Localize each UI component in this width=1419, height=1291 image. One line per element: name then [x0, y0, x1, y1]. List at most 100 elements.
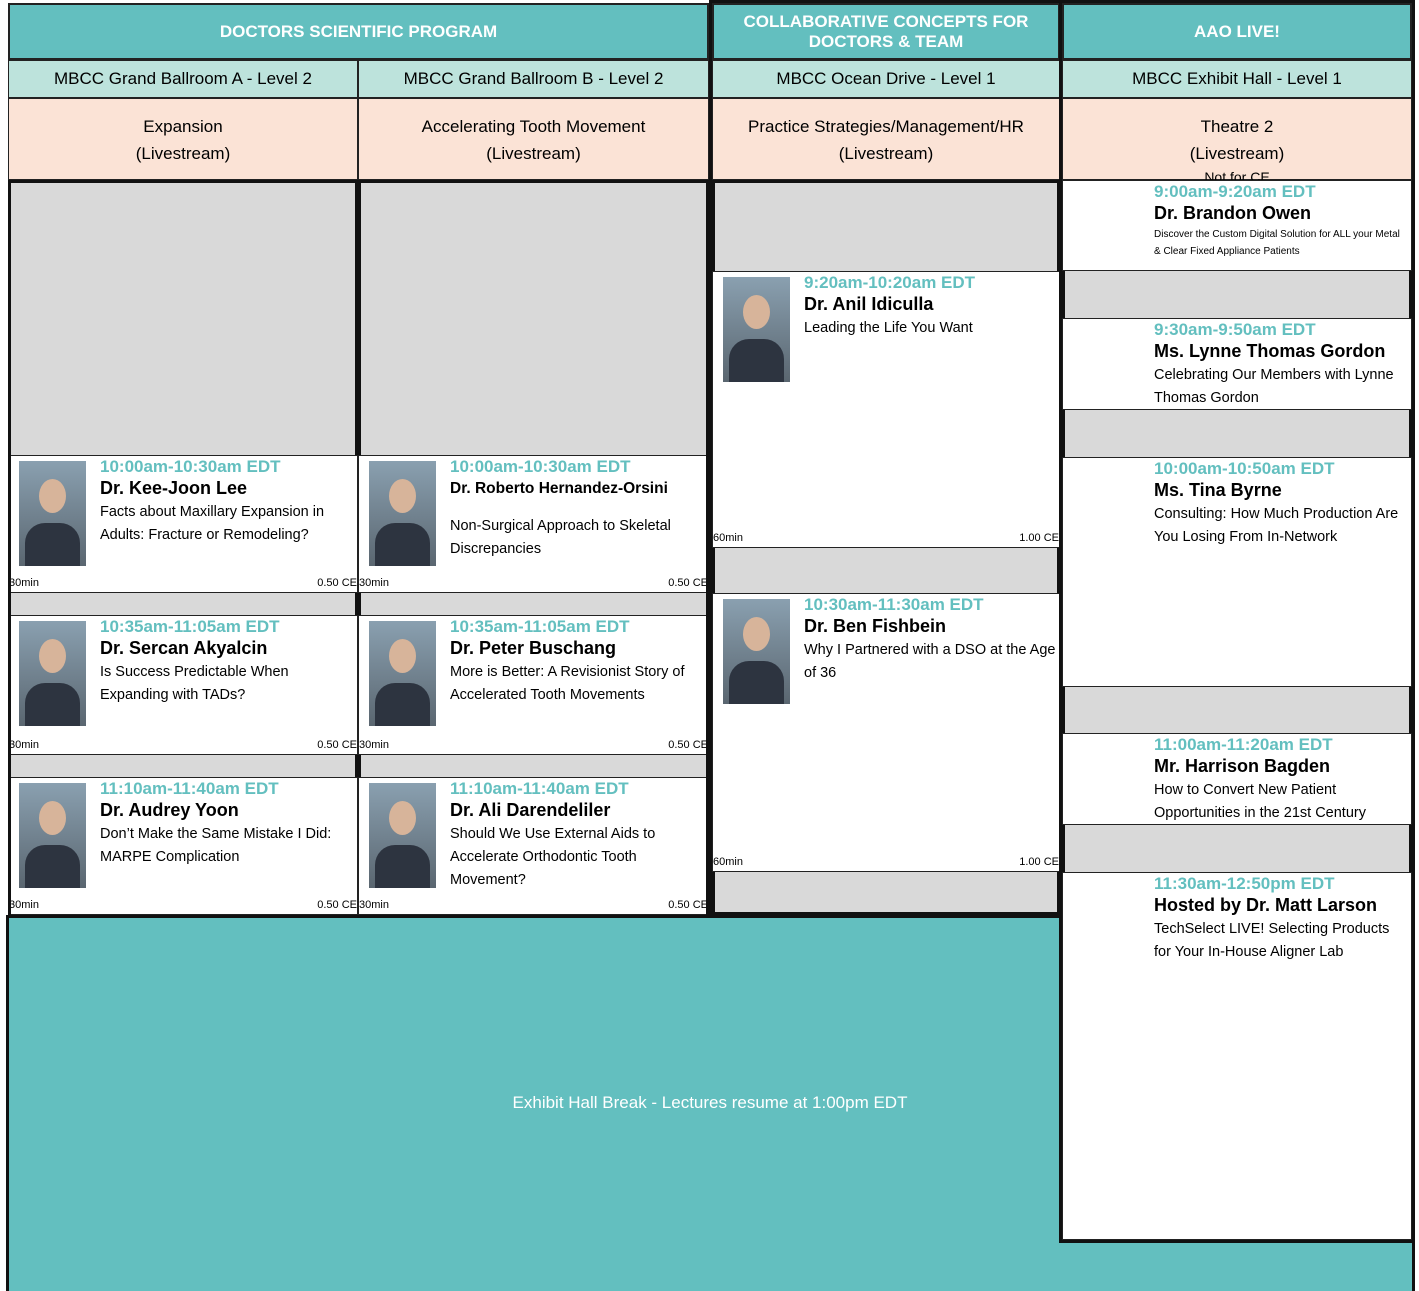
duration: 60min: [713, 856, 743, 868]
duration: 30min: [359, 739, 389, 751]
session-title: How to Convert New Patient Opportunities…: [1154, 782, 1366, 821]
duration: 30min: [9, 899, 39, 911]
session-card: 11:30am-12:50pm EDT Hosted by Dr. Matt La…: [1062, 872, 1412, 1240]
duration: 30min: [9, 739, 39, 751]
track-name: Expansion: [143, 117, 223, 136]
session-card: 60min 1.00 CE 10:30am-11:30am EDT Dr. Ben F…: [712, 593, 1060, 872]
frame-left: [6, 915, 9, 1291]
ce-credit: 0.50 CE: [668, 739, 708, 751]
session-time: 10:00am-10:50am EDT: [1154, 459, 1335, 478]
session-text: 10:35am-11:05am EDT Dr. Sercan Akyalcin Is…: [100, 618, 354, 707]
track-name: Theatre 2: [1200, 117, 1274, 136]
session-card: 30min 0.50 CE 10:00am-10:30am EDT Dr. Kee-J…: [8, 455, 358, 593]
ce-credit: 0.50 CE: [317, 739, 357, 751]
session-text: 9:30am-9:50am EDT Ms. Lynne Thomas Gordon…: [1154, 321, 1408, 410]
session-title: Consulting: How Much Production Are You …: [1154, 506, 1399, 545]
section-header: COLLABORATIVE CONCEPTS FOR DOCTORS & TEA…: [712, 3, 1060, 60]
track-name: Practice Strategies/Management/HR: [748, 117, 1024, 136]
speaker-name: Dr. Audrey Yoon: [100, 800, 239, 820]
session-title: Celebrating Our Members with Lynne Thoma…: [1154, 367, 1394, 406]
photo-head: [39, 801, 66, 835]
session-card: 9:00am-9:20am EDT Dr. Brandon Owen Discove…: [1062, 180, 1412, 271]
speaker-photo: [19, 621, 86, 726]
session-title: Why I Partnered with a DSO at the Age of…: [804, 642, 1056, 681]
track-cell: Theatre 2 (Livestream) Not for CE: [1062, 98, 1412, 185]
session-title: Don’t Make the Same Mistake I Did: MARPE…: [100, 826, 332, 865]
room-label: MBCC Ocean Drive - Level 1: [712, 60, 1060, 98]
session-time: 10:30am-11:30am EDT: [804, 595, 984, 614]
speaker-photo: [723, 599, 790, 704]
speaker-name: Ms. Tina Byrne: [1154, 480, 1282, 500]
speaker-name: Dr. Ali Darendeliler: [450, 800, 611, 820]
session-time: 10:35am-11:05am EDT: [100, 617, 280, 636]
duration: 30min: [9, 577, 39, 589]
speaker-photo: [723, 277, 790, 382]
session-text: 11:10am-11:40am EDT Dr. Ali Darendeliler S…: [450, 780, 705, 892]
track-name: Accelerating Tooth Movement: [421, 117, 646, 136]
photo-body: [729, 339, 784, 382]
session-title: More is Better: A Revisionist Story of A…: [450, 664, 685, 703]
session-card: 10:00am-10:50am EDT Ms. Tina Byrne Consult…: [1062, 457, 1412, 687]
speaker-photo: [19, 461, 86, 566]
ce-credit: 1.00 CE: [1019, 856, 1059, 868]
photo-head: [389, 479, 416, 513]
photo-head: [389, 639, 416, 673]
speaker-photo: [369, 461, 436, 566]
photo-head: [389, 801, 416, 835]
session-text: 10:35am-11:05am EDT Dr. Peter Buschang Mor…: [450, 618, 705, 707]
photo-body: [375, 683, 430, 726]
session-time: 11:30am-12:50pm EDT: [1154, 874, 1335, 893]
track-note: (Livestream): [1189, 144, 1285, 163]
session-time: 9:20am-10:20am EDT: [804, 273, 976, 292]
photo-body: [375, 523, 430, 566]
speaker-photo: [369, 621, 436, 726]
session-time: 10:00am-10:30am EDT: [450, 457, 631, 476]
photo-head: [743, 617, 770, 651]
ce-credit: 0.50 CE: [668, 899, 708, 911]
track-cell: Expansion (Livestream): [8, 98, 358, 180]
photo-body: [25, 523, 80, 566]
duration: 30min: [359, 577, 389, 589]
track-note: (Livestream): [486, 144, 581, 163]
speaker-name: Dr. Anil Idiculla: [804, 294, 934, 314]
session-title: TechSelect LIVE! Selecting Products for …: [1154, 921, 1390, 960]
speaker-name: Dr. Brandon Owen: [1154, 203, 1312, 223]
session-card: 30min 0.50 CE 10:35am-11:05am EDT Dr. Serca…: [8, 615, 358, 755]
session-card: 9:30am-9:50am EDT Ms. Lynne Thomas Gordon…: [1062, 318, 1412, 410]
session-title: Should We Use External Aids to Accelerat…: [450, 826, 656, 888]
room-label: MBCC Grand Ballroom A - Level 2: [8, 60, 358, 98]
duration: 60min: [713, 532, 743, 544]
ce-credit: 0.50 CE: [668, 577, 708, 589]
session-time: 11:10am-11:40am EDT: [100, 779, 279, 798]
ce-credit: 0.50 CE: [317, 899, 357, 911]
session-card: 11:00am-11:20am EDT Mr. Harrison Bagden Ho…: [1062, 733, 1412, 825]
session-time: 9:30am-9:50am EDT: [1154, 320, 1316, 339]
session-text: 10:00am-10:30am EDT Dr. Roberto Hernandez…: [450, 458, 705, 561]
speaker-photo: [19, 783, 86, 888]
track-note: (Livestream): [838, 144, 934, 163]
speaker-name: Ms. Lynne Thomas Gordon: [1154, 341, 1386, 361]
ce-credit: 1.00 CE: [1019, 532, 1059, 544]
session-time: 9:00am-9:20am EDT: [1154, 182, 1316, 201]
session-card: 30min 0.50 CE 11:10am-11:40am EDT Dr. Audre…: [8, 777, 358, 915]
track-note: (Livestream): [135, 144, 231, 163]
speaker-name: Mr. Harrison Bagden: [1154, 756, 1331, 776]
track-cell: Accelerating Tooth Movement (Livestream): [358, 98, 709, 180]
room-label: MBCC Grand Ballroom B - Level 2: [358, 60, 709, 98]
room-label: MBCC Exhibit Hall - Level 1: [1062, 60, 1412, 98]
session-time: 11:00am-11:20am EDT: [1154, 735, 1333, 754]
session-card: 30min 0.50 CE 11:10am-11:40am EDT Dr. Ali D…: [358, 777, 709, 915]
session-text: 10:30am-11:30am EDT Dr. Ben Fishbein Why I…: [804, 596, 1056, 685]
photo-body: [375, 845, 430, 888]
section-header: DOCTORS SCIENTIFIC PROGRAM: [8, 3, 709, 60]
session-text: 10:00am-10:30am EDT Dr. Kee-Joon Lee Facts…: [100, 458, 354, 547]
speaker-name: Dr. Peter Buschang: [450, 638, 617, 658]
speaker-name: Dr. Sercan Akyalcin: [100, 638, 268, 658]
session-title: Non-Surgical Approach to Skeletal Discre…: [450, 518, 671, 557]
photo-body: [729, 661, 784, 704]
section-header: AAO LIVE!: [1062, 3, 1412, 60]
duration: 30min: [359, 899, 389, 911]
session-title: Discover the Custom Digital Solution for…: [1154, 229, 1400, 257]
session-text: 11:10am-11:40am EDT Dr. Audrey Yoon Don’t …: [100, 780, 354, 869]
